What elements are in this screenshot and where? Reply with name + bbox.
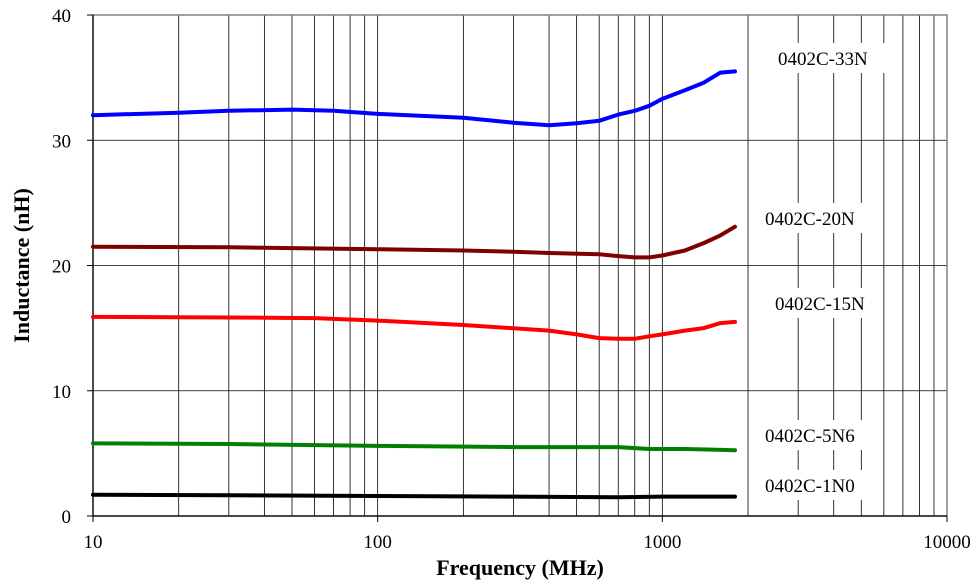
series-line-0402c-33n <box>91 69 737 128</box>
x-axis-title: Frequency (MHz) <box>436 555 604 580</box>
x-tick-label: 1000 <box>643 532 681 553</box>
series-label-0402c-15n: 0402C-15N <box>775 294 865 315</box>
x-tick-label: 10000 <box>923 532 971 553</box>
series-label-0402c-1n0: 0402C-1N0 <box>765 476 855 497</box>
series-label-background <box>761 470 873 500</box>
y-tick-label: 30 <box>52 131 71 152</box>
chart-axes: 0 10 20 30 40 10 100 1000 10000 <box>52 6 971 553</box>
series-label-background <box>774 43 886 73</box>
y-tick-label: 10 <box>52 382 71 403</box>
series-line-0402c-20n <box>91 224 737 260</box>
y-tick-label: 40 <box>52 6 71 27</box>
y-tick-label: 20 <box>52 257 71 278</box>
series-label-background <box>761 420 873 450</box>
y-tick-label: 0 <box>62 507 72 528</box>
series-label-0402c-5n6: 0402C-5N6 <box>765 426 855 447</box>
chart-grid <box>93 15 947 516</box>
series-label-0402c-20n: 0402C-20N <box>765 209 855 230</box>
series-label-0402c-33n: 0402C-33N <box>778 49 868 70</box>
series-label-background <box>771 288 883 318</box>
series-line-0402c-1n0 <box>91 492 737 500</box>
x-tick-label: 10 <box>84 532 103 553</box>
x-tick-label: 100 <box>363 532 392 553</box>
y-axis-title: Inductance (nH) <box>9 188 34 343</box>
series-label-background <box>761 203 873 233</box>
series-line-0402c-15n <box>91 314 737 341</box>
chart-series <box>91 69 737 500</box>
series-line-0402c-5n6 <box>91 441 737 453</box>
series-labels: 0402C-33N 0402C-20N 0402C-15N 0402C-5N6 0402… <box>761 43 886 500</box>
